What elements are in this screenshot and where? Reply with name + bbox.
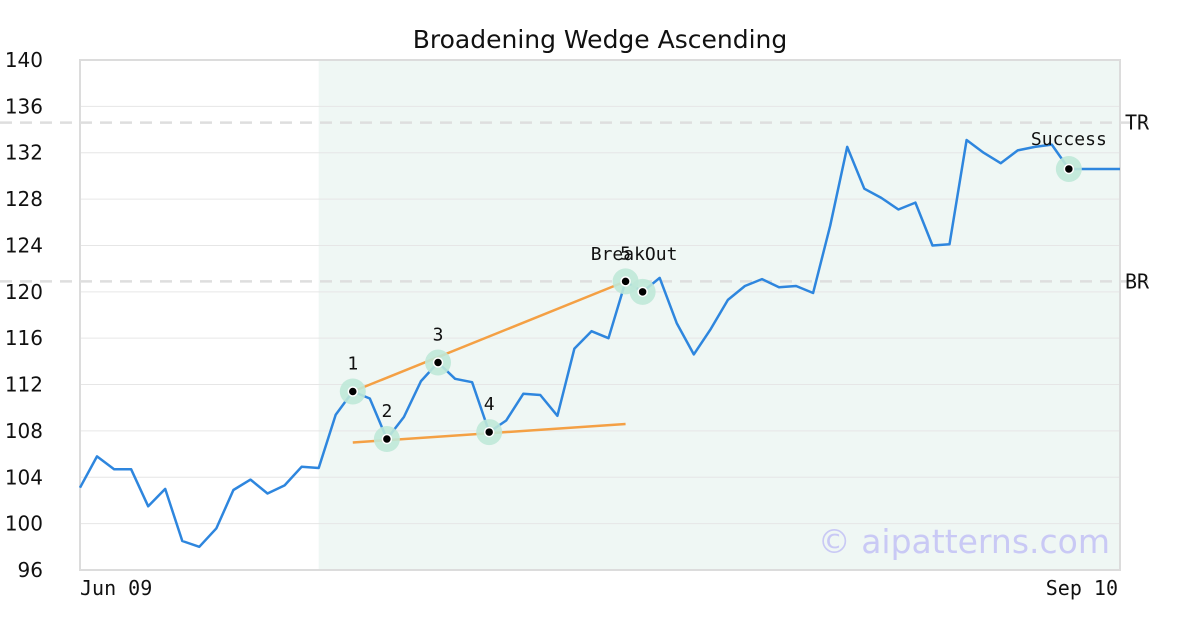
pattern-point-label: 5 [620,243,631,264]
y-tick-label: 116 [5,326,43,350]
trendline-upper [352,280,627,393]
pattern-point-2-dot [381,433,393,445]
x-tick-label-start: Jun 09 [80,576,152,600]
annotation-label-breakout: BreakOut [591,244,678,265]
y-tick-label: 108 [5,419,43,443]
x-tick-label-end: Sep 10 [1046,576,1118,600]
price-line [78,138,1120,549]
y-tick-label: 128 [5,187,43,211]
pattern-point-1-dot [347,386,359,397]
y-tick-label: 124 [5,233,43,257]
watermark: © aipatterns.com [818,522,1110,561]
y-tick-label: 140 [5,48,43,72]
pattern-point-4-dot [483,426,495,438]
y-tick-label: 136 [5,94,43,118]
pattern-point-label: 1 [347,354,358,375]
pattern-point-label: 2 [381,401,392,422]
annotation-breakout-dot [637,286,648,298]
level-label-br: BR [1125,269,1150,293]
y-tick-label: 104 [5,465,43,489]
pattern-point-3-dot [432,357,444,368]
annotation-label-success: Success [1031,129,1107,150]
pattern-point-5-dot [620,276,631,287]
y-tick-label: 112 [5,373,43,397]
y-tick-label: 100 [5,512,43,536]
y-tick-label: 96 [18,558,43,582]
chart-title: Broadening Wedge Ascending [413,25,788,54]
pattern-point-label: 4 [484,394,495,415]
pattern-point-label: 3 [433,325,444,346]
y-tick-label: 132 [5,141,43,165]
plot-frame [79,59,1121,571]
y-tick-label: 120 [5,280,43,304]
level-label-tr: TR [1125,111,1150,135]
annotation-success-dot [1063,163,1075,175]
